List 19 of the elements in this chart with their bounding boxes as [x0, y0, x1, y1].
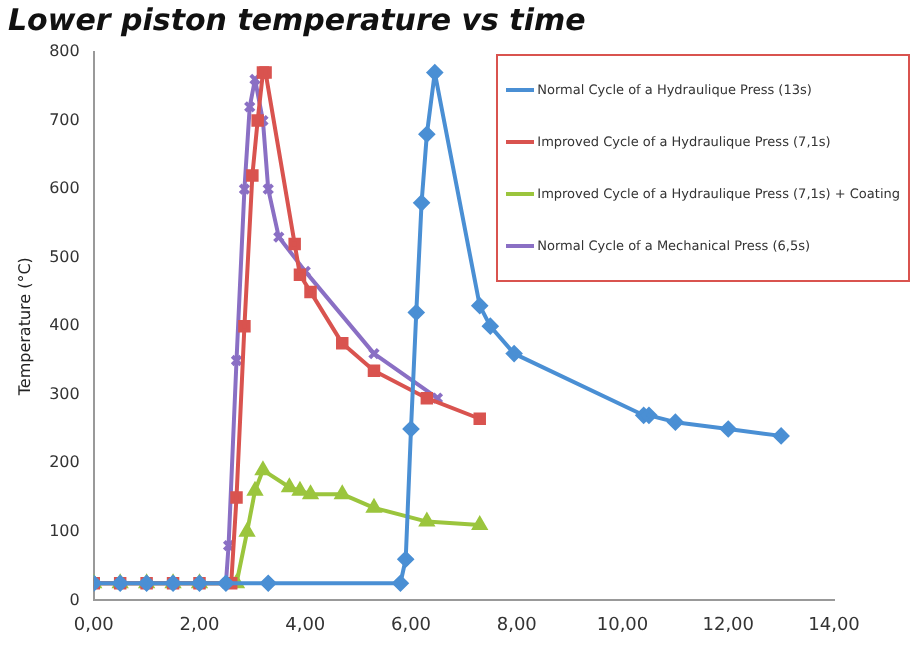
- x-tick-label: 0,00: [73, 615, 115, 636]
- x-tick-label: 10,00: [596, 615, 649, 636]
- y-axis-title: Temperature (°C): [15, 257, 34, 398]
- x-tick-label: 8,00: [496, 615, 538, 636]
- x-tick-label: 6,00: [390, 615, 432, 636]
- y-tick-label: 300: [49, 384, 80, 403]
- y-tick-label: 0: [69, 590, 80, 609]
- x-tick-label: 14,00: [808, 615, 861, 636]
- y-tick-label: 100: [49, 522, 80, 541]
- y-tick-label: 200: [49, 453, 80, 472]
- y-tick-label: 500: [49, 247, 80, 266]
- x-tick-label: 12,00: [702, 615, 755, 636]
- x-tick-label: 2,00: [179, 615, 221, 636]
- y-tick-label: 400: [49, 316, 80, 335]
- chart-title: Lower piston temperature vs time: [8, 1, 586, 38]
- y-tick-label: 700: [49, 110, 80, 129]
- x-tick-label: 4,00: [285, 615, 326, 636]
- y-tick-label: 600: [49, 179, 80, 198]
- y-tick-label: 800: [49, 42, 80, 61]
